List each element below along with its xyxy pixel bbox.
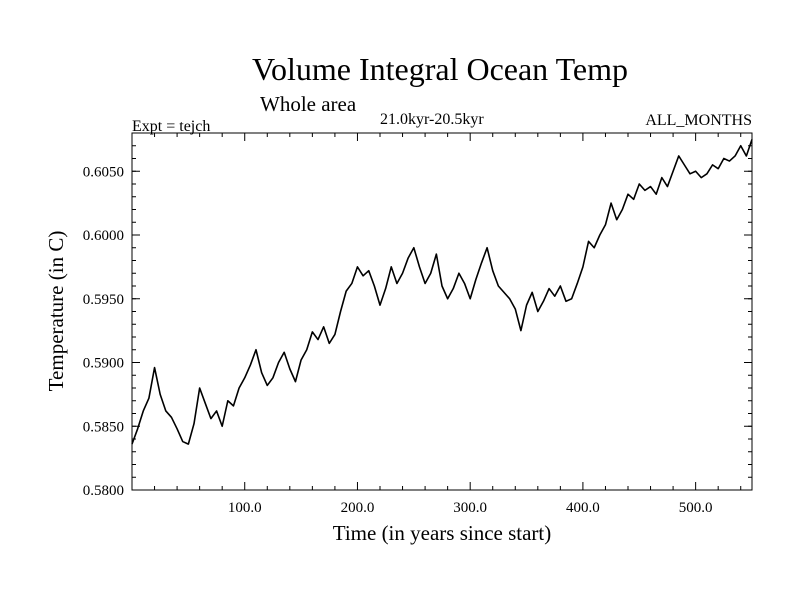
x-axis-ticks <box>154 133 742 490</box>
x-tick-label: 100.0 <box>228 500 262 516</box>
chart-title: Volume Integral Ocean Temp <box>252 51 628 87</box>
period-label: 21.0kyr-20.5kyr <box>380 111 484 128</box>
x-tick-label: 500.0 <box>679 500 713 516</box>
x-tick-label: 400.0 <box>566 500 600 516</box>
y-tick-label: 0.6000 <box>83 228 124 244</box>
chart-subtitle: Whole area <box>260 92 357 116</box>
y-axis-label: Temperature (in C) <box>44 231 68 392</box>
months-label: ALL_MONTHS <box>645 112 752 129</box>
temperature-series-line <box>131 139 753 445</box>
y-tick-label: 0.5900 <box>83 356 124 372</box>
y-axis-tick-labels: 0.5800 0.5850 0.5900 0.5950 0.6000 0.6050 <box>83 164 124 499</box>
x-axis-label: Time (in years since start) <box>333 521 552 545</box>
y-tick-label: 0.5800 <box>83 483 124 499</box>
plot-frame <box>131 132 753 491</box>
experiment-label: Expt = tejch <box>132 118 210 135</box>
y-tick-label: 0.5850 <box>83 419 124 435</box>
x-tick-label: 300.0 <box>453 500 487 516</box>
y-tick-label: 0.5950 <box>83 292 124 308</box>
x-tick-label: 200.0 <box>341 500 375 516</box>
y-tick-label: 0.6050 <box>83 164 124 180</box>
x-axis-tick-labels: 100.0 200.0 300.0 400.0 500.0 <box>228 500 713 516</box>
